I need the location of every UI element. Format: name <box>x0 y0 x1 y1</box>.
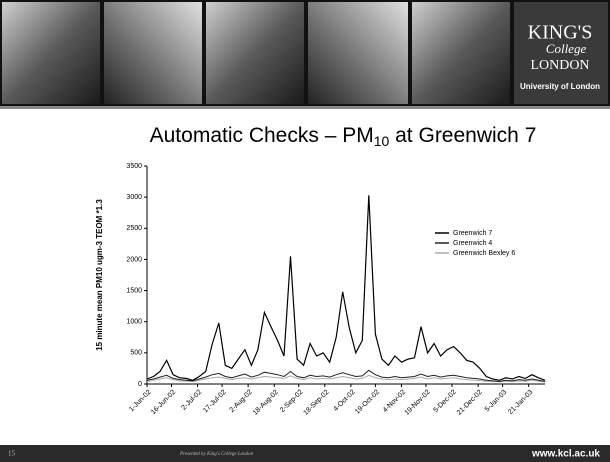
y-tick-label: 3000 <box>126 194 142 201</box>
series-line <box>146 369 546 383</box>
y-tick-label: 1500 <box>126 287 142 294</box>
series-line <box>146 195 546 381</box>
title-part: at Greenwich 7 <box>389 124 536 147</box>
series-line <box>146 374 546 383</box>
y-tick-label: 2000 <box>126 256 142 263</box>
logo-text: College <box>546 41 587 56</box>
footer-note: Presented by King's College London <box>179 452 254 457</box>
y-tick-label: 500 <box>130 350 142 357</box>
title-subscript: 10 <box>374 133 390 149</box>
logo-text: LONDON <box>530 58 589 73</box>
legend-label: Greenwich 4 <box>453 240 492 247</box>
y-tick-label: 1000 <box>126 319 142 326</box>
title-part: Automatic Checks – PM <box>150 124 374 147</box>
divider <box>0 106 610 109</box>
y-axis-label: 15 minute mean PM10 ugm-3 TEOM *1.3 <box>95 199 104 351</box>
photo <box>2 2 100 104</box>
y-tick-label: 3500 <box>126 163 142 170</box>
page-number: 15 <box>8 450 16 458</box>
logo-box <box>514 2 608 104</box>
logo-text: KING'S <box>528 22 593 44</box>
y-tick-label: 2500 <box>126 225 142 232</box>
footer-url: www.kcl.ac.uk <box>531 449 600 460</box>
photo <box>308 2 408 104</box>
y-tick-label: 0 <box>138 381 142 388</box>
chart-title: Automatic Checks – PM10 at Greenwich 7 <box>150 124 537 149</box>
photo <box>412 2 510 104</box>
legend-label: Greenwich Bexley 6 <box>453 250 515 257</box>
footer-band <box>0 445 610 462</box>
legend-label: Greenwich 7 <box>453 230 492 237</box>
photo <box>104 2 202 104</box>
logo-subtitle: University of London <box>520 82 600 91</box>
photo <box>206 2 304 104</box>
